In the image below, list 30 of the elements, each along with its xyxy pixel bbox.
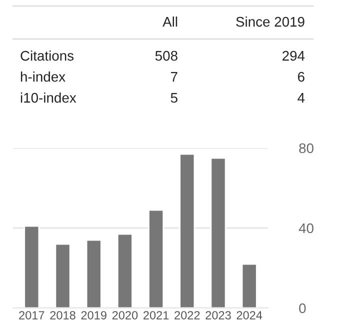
text: 7 <box>170 72 178 82</box>
x-tick-label: 2017 <box>19 311 44 320</box>
text: 508 <box>155 50 178 61</box>
x-tick-label: 2024 <box>236 311 262 320</box>
bar <box>210 157 226 308</box>
x-tick-label: 2020 <box>112 311 138 320</box>
x-tick-label: 2018 <box>50 311 76 320</box>
x-tick-label: 2023 <box>206 311 231 320</box>
bar <box>179 153 196 308</box>
bar <box>54 243 71 308</box>
text: 294 <box>282 50 305 61</box>
text: i10-index <box>20 92 76 103</box>
y-tick-label: 80 <box>299 143 314 154</box>
bar <box>116 233 133 308</box>
text: h-index <box>20 72 66 82</box>
bar <box>148 209 164 308</box>
text: 5 <box>170 93 178 103</box>
text: All <box>162 16 178 27</box>
text: Citations <box>20 50 74 61</box>
x-tick-label: 2022 <box>174 311 200 320</box>
text: 6 <box>298 72 304 82</box>
text: Since 2019 <box>236 16 304 27</box>
bar <box>86 239 102 308</box>
y-tick-label: 0 <box>299 303 306 314</box>
bar <box>241 263 258 308</box>
bar <box>24 225 40 308</box>
x-tick-label: 2021 <box>144 311 169 320</box>
x-tick-label: 2019 <box>81 311 106 320</box>
text: 4 <box>298 93 305 103</box>
y-tick-label: 40 <box>298 223 314 234</box>
